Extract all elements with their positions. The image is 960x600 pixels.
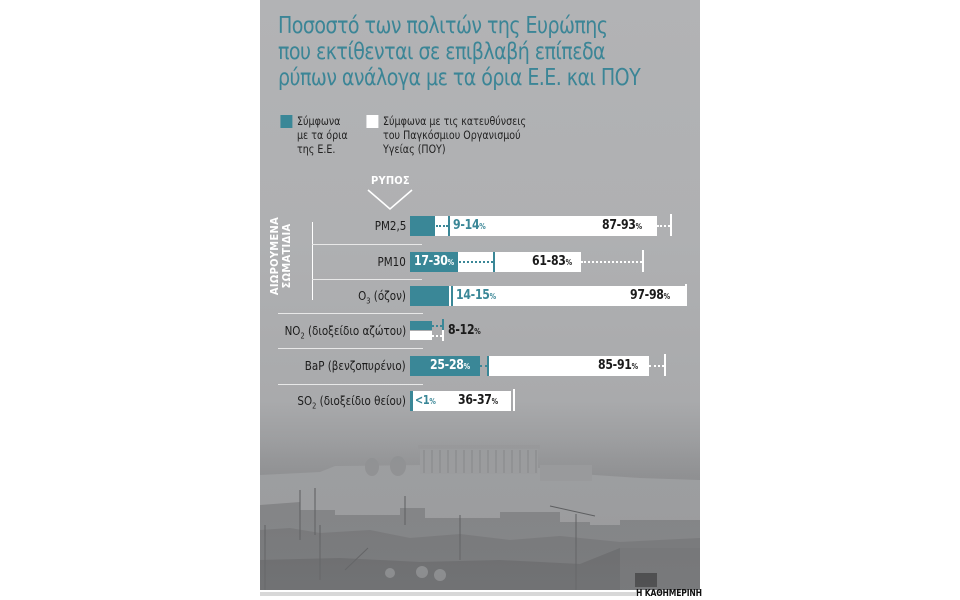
row-label-pm25: PM2,5 xyxy=(374,218,406,233)
legend-swatch-teal xyxy=(280,115,293,128)
legend-eu: Σύμφωνα με τα όρια της Ε.Ε. xyxy=(280,114,348,156)
infographic-panel: Ποσοστό των πολιτών της Ευρώπης που εκτί… xyxy=(260,0,700,590)
row-label-bap: BaP (βενζοπυρένιο) xyxy=(305,358,406,373)
group-label-line2: ΣΩΜΑΤΙΔΙΑ xyxy=(280,223,293,289)
range-dots xyxy=(459,261,493,263)
range-tick xyxy=(487,356,489,376)
row-divider xyxy=(312,244,422,245)
row-divider xyxy=(278,348,423,349)
value-who-bap: 85-91% xyxy=(598,357,638,373)
particulate-group-label: ΑΙΩΡΟΥΜΕΝΑ ΣΩΜΑΤΙΔΙΑ xyxy=(268,212,315,300)
bar-eu-pm10 xyxy=(410,252,458,272)
range-dots xyxy=(480,365,487,367)
row-divider xyxy=(278,384,423,385)
bar-who-so2 xyxy=(410,391,511,411)
bar-who-o3 xyxy=(453,286,685,306)
group-bracket-line xyxy=(312,222,313,300)
pollutant-header: ΡΥΠΟΣ xyxy=(371,174,410,187)
row-divider xyxy=(312,279,422,280)
acropolis-skyline-photo xyxy=(260,430,700,590)
bar-who-pm10 xyxy=(493,252,581,272)
value-eu-pm25: 9-14% xyxy=(453,217,486,233)
row-divider xyxy=(278,313,423,314)
bar-eu-bap xyxy=(410,356,480,376)
row-label-no2: NO2 (διοξείδιο αζώτου) xyxy=(284,323,406,341)
title-line-1: Ποσοστό των πολιτών της Ευρώπης xyxy=(278,11,608,39)
range-dots xyxy=(432,335,442,337)
legend-swatch-white xyxy=(366,115,379,128)
range-tick xyxy=(642,250,644,272)
range-dots xyxy=(649,365,664,367)
range-tick xyxy=(513,389,515,411)
chevron-down-icon xyxy=(367,189,413,211)
range-tick xyxy=(451,286,453,306)
title-line-3: ρύπων ανάλογα με τα όρια Ε.Ε. και ΠΟΥ xyxy=(278,63,641,91)
range-tick xyxy=(442,319,444,330)
range-dots xyxy=(432,325,442,327)
group-label-text: ΑΙΩΡΟΥΜΕΝΑ ΣΩΜΑΤΙΔΙΑ xyxy=(268,212,293,300)
bar-eu-o3 xyxy=(410,286,449,306)
legend-who: Σύμφωνα με τις κατευθύνσεις του Παγκόσμι… xyxy=(366,114,527,156)
range-tick xyxy=(448,216,450,236)
title-line-2: που εκτίθενται σε επιβλαβή επίπεδα xyxy=(278,37,606,65)
legend-text: Σύμφωνα xyxy=(297,114,341,128)
value-who-pm25: 87-93% xyxy=(602,217,642,233)
row-label-pm10: PM10 xyxy=(377,254,406,269)
value-who-so2: 36-37% xyxy=(458,392,498,408)
row-label-o3: O3 (όζον) xyxy=(358,288,406,306)
value-eu-o3: 14-15% xyxy=(456,287,496,303)
range-tick xyxy=(664,354,666,376)
publisher-credit: Η ΚΑΘΗΜΕΡΙΝΗ xyxy=(636,588,702,599)
bar-eu-no2 xyxy=(410,321,432,330)
value-no2: 8-12% xyxy=(448,322,481,338)
range-tick xyxy=(685,284,687,306)
chart-title: Ποσοστό των πολιτών της Ευρώπης που εκτί… xyxy=(278,12,698,90)
value-who-o3: 97-98% xyxy=(630,287,670,303)
range-dots xyxy=(581,261,642,263)
value-who-pm10: 61-83% xyxy=(532,253,572,269)
range-dots xyxy=(657,225,670,227)
value-eu-so2: <1% xyxy=(415,393,436,407)
legend-text: της Ε.Ε. xyxy=(297,142,336,156)
row-label-so2: SO2 (διοξείδιο θείου) xyxy=(297,393,406,411)
bar-eu-pm25 xyxy=(410,216,435,236)
bar-who-pm25 xyxy=(435,216,657,236)
bar-eu-so2 xyxy=(410,391,413,411)
value-eu-bap: 25-28% xyxy=(430,357,470,373)
footer-rule xyxy=(260,592,636,596)
range-tick xyxy=(493,252,495,272)
legend-text: με τα όρια xyxy=(297,128,348,142)
range-dots xyxy=(436,225,448,227)
legend-text: Υγείας (ΠΟΥ) xyxy=(383,142,446,156)
range-tick xyxy=(442,330,444,341)
legend-text: του Παγκόσμιου Οργανισμού xyxy=(383,128,521,142)
range-tick xyxy=(670,214,672,236)
bar-who-no2 xyxy=(410,331,432,340)
legend-text: Σύμφωνα με τις κατευθύνσεις xyxy=(383,114,527,128)
value-eu-pm10: 17-30% xyxy=(414,253,454,269)
bar-who-bap xyxy=(489,356,649,376)
